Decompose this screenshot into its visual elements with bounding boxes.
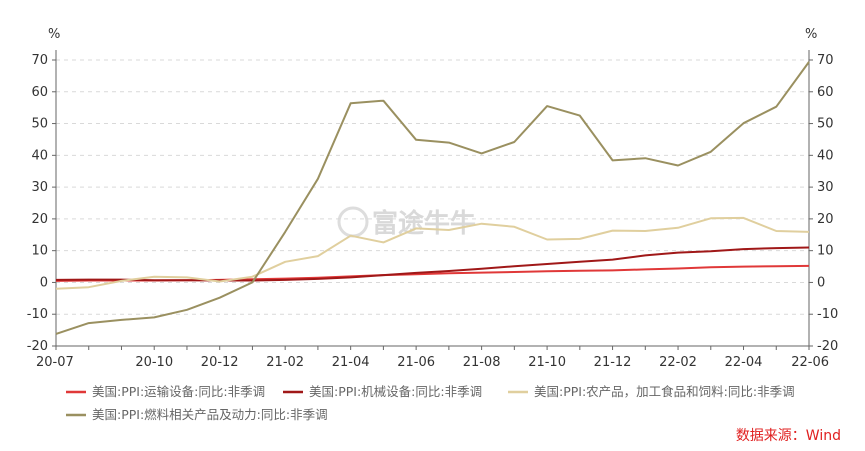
x-tick-label: 21-08 [463, 355, 501, 370]
y-tick-label-right: 30 [817, 180, 834, 195]
series-line-1 [55, 264, 810, 282]
legend-label: 美国:PPI:农产品，加工食品和饲料:同比:非季调 [534, 384, 795, 399]
watermark-text: 富途牛牛 [372, 208, 476, 239]
y-tick-label-right: 40 [817, 148, 834, 163]
legend-label: 美国:PPI:运输设备:同比:非季调 [92, 384, 265, 399]
y-tick-label-left: 20 [31, 212, 48, 227]
grid-lines [56, 59, 809, 315]
legend-label: 美国:PPI:机械设备:同比:非季调 [309, 384, 482, 399]
right-axis-unit: % [805, 27, 817, 42]
x-tick-label: 21-06 [397, 355, 435, 370]
series-line-3 [55, 216, 810, 290]
y-tick-label-left: 40 [31, 148, 48, 163]
x-tick-label: 22-06 [791, 355, 829, 370]
x-tick-label: 20-10 [135, 355, 173, 370]
left-axis-unit: % [48, 27, 60, 42]
y-tick-label-left: -10 [27, 307, 48, 322]
y-tick-label-right: -20 [817, 339, 838, 354]
y-tick-label-left: 70 [31, 53, 48, 68]
y-tick-label-left: 10 [31, 244, 48, 259]
y-tick-label-right: -10 [817, 307, 838, 322]
legend-label: 美国:PPI:燃料相关产品及动力:同比:非季调 [92, 407, 328, 422]
series-lines [55, 61, 810, 335]
x-tick-label: 22-04 [725, 355, 763, 370]
y-tick-label-right: 70 [817, 53, 834, 68]
y-tick-label-right: 60 [817, 85, 834, 100]
y-tick-label-left: 50 [31, 117, 48, 132]
x-tick-label: 21-04 [332, 355, 370, 370]
y-tick-label-right: 20 [817, 212, 834, 227]
x-tick-label: 21-10 [528, 355, 566, 370]
x-tick-label: 20-07 [36, 355, 74, 370]
axes: -20 -20 -10 -10 0 0 10 10 20 20 30 30 40 40 50 50 60 60 70… [27, 50, 838, 370]
source-label: 数据来源：Wind [735, 428, 841, 444]
series-line-4 [55, 61, 810, 335]
y-tick-label-left: 0 [40, 275, 48, 290]
series-line-2 [55, 246, 810, 282]
y-tick-label-right: 0 [817, 275, 825, 290]
legend: 美国:PPI:运输设备:同比:非季调 美国:PPI:机械设备:同比:非季调 美国:P… [66, 384, 795, 422]
x-tick-label: 21-02 [266, 355, 304, 370]
x-tick-label: 22-02 [659, 355, 697, 370]
y-tick-label-right: 10 [817, 244, 834, 259]
y-tick-label-left: 30 [31, 180, 48, 195]
y-tick-label-left: -20 [27, 339, 48, 354]
y-tick-label-left: 60 [31, 85, 48, 100]
watermark: 富途牛牛 [337, 206, 476, 239]
x-tick-label: 20-12 [201, 355, 239, 370]
x-tick-label: 21-12 [594, 355, 632, 370]
y-tick-label-right: 50 [817, 117, 834, 132]
